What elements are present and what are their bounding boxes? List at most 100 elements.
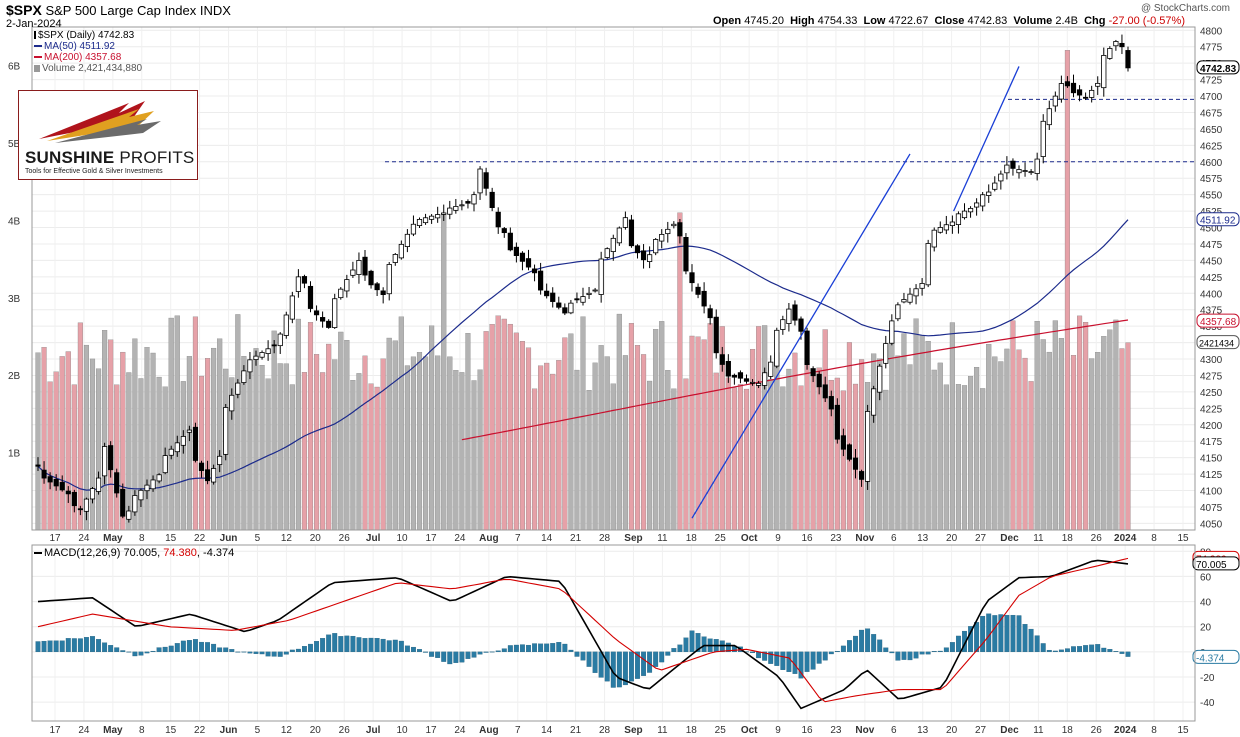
macd-histogram-bar [1101, 647, 1107, 653]
high-label: High [790, 15, 815, 27]
volume-bar [931, 369, 937, 531]
volume-tick-label: 2B [8, 371, 21, 382]
x-tick-label-lower: 11 [1033, 725, 1044, 736]
x-tick-label-lower: 11 [657, 725, 668, 736]
x-tick-label-upper: 8 [139, 533, 145, 544]
macd-histogram-bar [768, 651, 774, 664]
macd-histogram-bar [320, 638, 326, 653]
x-tick-label-lower: Dec [1000, 725, 1019, 736]
candle-body [628, 219, 635, 247]
volume-bar [810, 372, 816, 531]
x-tick-label-upper: 28 [599, 533, 611, 544]
volume-bar [1040, 339, 1046, 531]
x-tick-label-lower: Nov [855, 725, 874, 736]
x-tick-label-upper: 20 [946, 533, 958, 544]
macd-histogram-bar [1028, 628, 1034, 653]
volume-bar [1119, 348, 1125, 531]
volume-bar [404, 365, 410, 531]
x-tick-label-upper: 18 [686, 533, 698, 544]
macd-histogram-bar [356, 637, 362, 653]
volume-bar [453, 370, 459, 531]
volume-bar [634, 345, 641, 531]
volume-tick-label: 3B [8, 294, 21, 305]
candle-body [731, 374, 737, 378]
volume-bar [138, 378, 144, 531]
volume-bar [459, 372, 465, 531]
macd-histogram-bar [423, 651, 429, 653]
volume-bar [489, 324, 495, 531]
macd-histogram-bar [834, 650, 840, 653]
candle-body [671, 223, 677, 227]
macd-histogram-bar [483, 651, 489, 653]
volume-bar [41, 347, 47, 531]
volume-bar [525, 347, 532, 531]
candle-body [1004, 164, 1010, 174]
volume-bar [423, 356, 429, 531]
x-tick-label-lower: 26 [1091, 725, 1103, 736]
candle-body [1107, 48, 1113, 59]
candle-body [858, 471, 865, 480]
candle-body [150, 479, 156, 490]
x-tick-label-upper: 26 [339, 533, 351, 544]
volume-bar [1046, 351, 1052, 531]
x-tick-label-lower: 20 [946, 725, 958, 736]
volume-bar [326, 343, 332, 531]
candle-body [1119, 42, 1125, 48]
x-tick-label-upper: 24 [78, 533, 90, 544]
volume-value: 2.4B [1055, 15, 1078, 27]
candle-body [919, 283, 925, 289]
x-tick-label-lower: 23 [830, 725, 842, 736]
macd-histogram-bar [889, 651, 895, 654]
macd-histogram-bar [259, 651, 265, 655]
candle-body [798, 318, 804, 332]
macd-histogram-bar [326, 634, 332, 653]
candle-body [265, 348, 271, 354]
candle-body [1095, 82, 1101, 87]
volume-bar [429, 325, 435, 531]
volume-bar [259, 364, 265, 531]
price-tick-label: 4050 [1200, 519, 1223, 530]
x-tick-label-lower: 26 [339, 725, 351, 736]
volume-bar [186, 356, 192, 531]
candle-body [683, 237, 689, 272]
macd-histogram-bar [532, 643, 538, 653]
volume-bar [471, 380, 477, 531]
volume-bar [277, 363, 283, 531]
candle-body [562, 307, 568, 314]
close-value: 4742.83 [967, 15, 1008, 27]
candle-icon [34, 31, 36, 40]
logo-tagline: Tools for Effective Gold & Silver Invest… [25, 168, 163, 175]
macd-histogram-bar [174, 643, 180, 653]
trend-line [953, 66, 1020, 212]
x-tick-label-lower: 9 [775, 725, 781, 736]
price-tick-label: 4250 [1200, 388, 1223, 399]
volume-bar [949, 322, 955, 531]
volume-bar [77, 322, 83, 531]
volume-bar [895, 355, 901, 531]
macd-histogram-bar [308, 643, 313, 653]
candle-body [108, 445, 114, 471]
volume-bar [435, 355, 441, 531]
x-tick-label-lower: Jul [366, 725, 381, 736]
macd-histogram-bar [756, 651, 762, 659]
macd-histogram-bar [513, 644, 519, 653]
candle-body [1034, 158, 1040, 174]
candle-body [253, 355, 259, 360]
candle-body [1101, 55, 1107, 89]
x-tick-label-lower: 15 [1177, 725, 1189, 736]
x-tick-label-upper: 11 [1033, 533, 1044, 544]
line-icon [34, 552, 42, 555]
volume-bar [695, 336, 701, 531]
macd-histogram-bar [211, 643, 217, 653]
volume-bar [89, 358, 96, 531]
candle-body [998, 173, 1004, 182]
macd-histogram-bar [1046, 649, 1052, 653]
macd-histogram-bar [798, 651, 804, 679]
price-tick-label: 4150 [1200, 454, 1223, 465]
volume-bar [465, 333, 471, 531]
candle-body [937, 227, 943, 233]
macd-histogram-bar [919, 651, 925, 655]
date-label: 2-Jan-2024 [6, 18, 62, 30]
macd-histogram-bar [622, 651, 628, 686]
